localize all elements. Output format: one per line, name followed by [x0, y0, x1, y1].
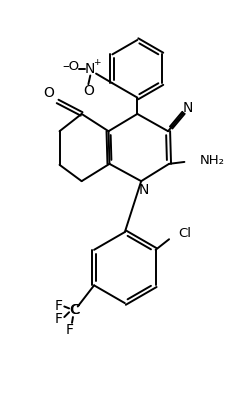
Text: O: O: [43, 86, 54, 100]
Text: C: C: [69, 303, 79, 317]
Text: O: O: [83, 84, 93, 98]
Text: F: F: [54, 312, 62, 326]
Text: N: N: [138, 183, 149, 197]
Text: N: N: [85, 62, 95, 76]
Text: –O: –O: [62, 60, 79, 74]
Text: Cl: Cl: [178, 227, 191, 240]
Text: N: N: [182, 101, 192, 115]
Text: C: C: [70, 303, 79, 317]
Text: F: F: [54, 298, 62, 313]
Text: +: +: [93, 58, 100, 66]
Text: NH₂: NH₂: [199, 155, 224, 168]
Text: F: F: [66, 323, 74, 336]
